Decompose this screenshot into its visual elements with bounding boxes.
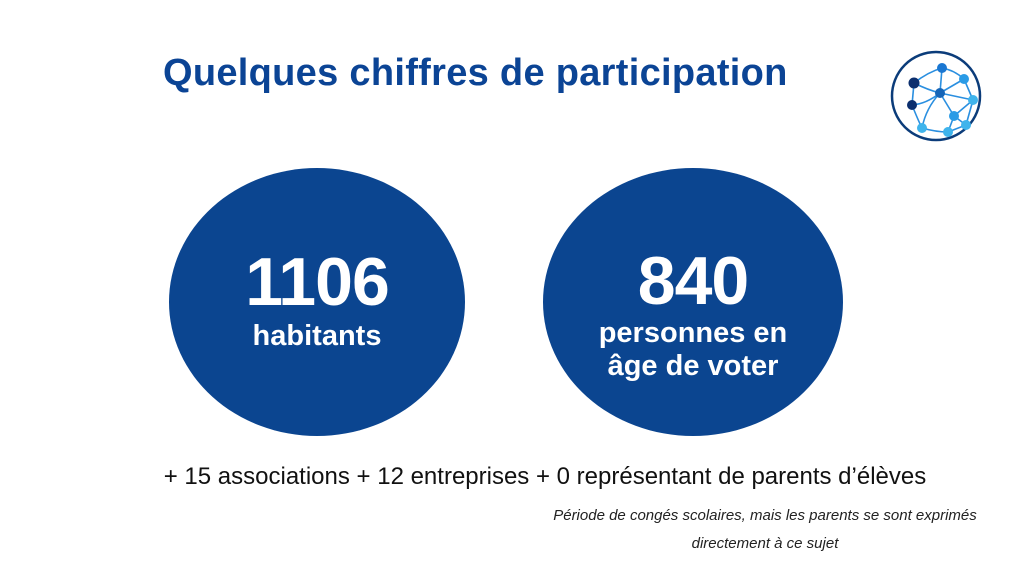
stat-label: habitants bbox=[252, 320, 382, 352]
stat-circle-voters: 840 personnes en âge de voter bbox=[543, 168, 843, 436]
stat-label-line: âge de voter bbox=[607, 350, 779, 382]
network-globe-icon bbox=[888, 48, 984, 144]
footnote-line: directement à ce sujet bbox=[691, 535, 839, 552]
stat-label: personnes en âge de voter bbox=[543, 317, 843, 383]
footnote: Période de congés scolaires, mais les pa… bbox=[520, 502, 1010, 558]
stat-label-line: personnes en bbox=[598, 317, 788, 349]
page-title: Quelques chiffres de participation bbox=[163, 52, 788, 94]
footnote-line: Période de congés scolaires, mais les pa… bbox=[553, 507, 977, 524]
extra-participants: + 15 associations + 12 entreprises + 0 r… bbox=[163, 463, 927, 490]
stat-value: 1106 bbox=[245, 244, 390, 320]
stat-circle-habitants: 1106 habitants bbox=[169, 168, 465, 436]
stat-value: 840 bbox=[637, 243, 749, 319]
